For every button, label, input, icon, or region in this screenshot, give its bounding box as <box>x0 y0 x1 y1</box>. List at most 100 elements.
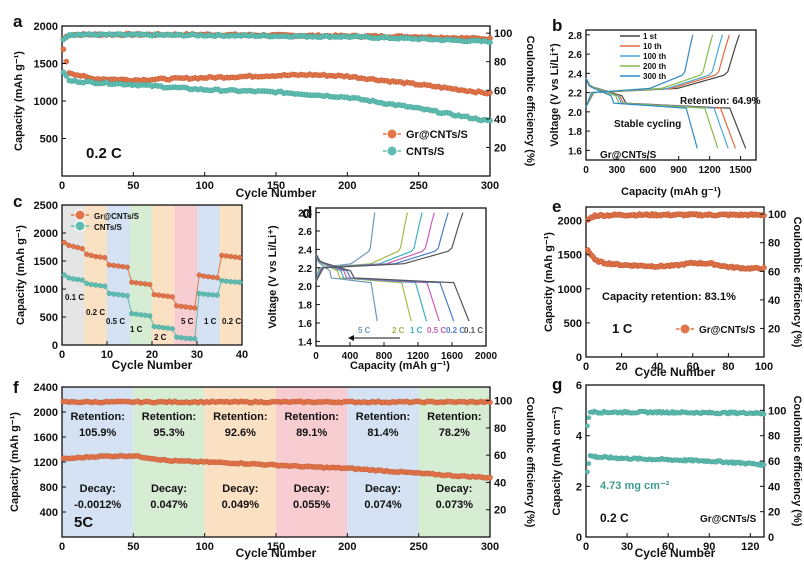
legend-entry: Gr@CNTs/S <box>94 212 140 221</box>
legend-entry: Gr@CNTs/S <box>406 129 468 141</box>
rate-point <box>111 262 117 269</box>
y2-tick-label: 100 <box>768 405 786 417</box>
retention-value: 92.6% <box>225 427 256 439</box>
rate-point <box>147 313 153 319</box>
y-tick-label: 1200 <box>34 457 58 469</box>
rate-point <box>115 263 121 269</box>
charge-curve <box>315 212 423 282</box>
rate-legend: 0.1 C <box>464 326 483 335</box>
rate-label: 0.2 C <box>222 317 241 326</box>
rate-point <box>210 292 216 298</box>
rate-point <box>178 335 184 341</box>
rate-point <box>84 280 90 287</box>
retention-value: 95.3% <box>153 427 184 439</box>
retention-label: Retention: <box>213 411 267 423</box>
decay-label: Decay: <box>365 483 401 495</box>
retention-value: 78.2% <box>439 427 470 439</box>
rate-band <box>174 205 197 345</box>
rate-point <box>102 283 108 289</box>
y2-tick-label: 20 <box>494 142 506 154</box>
rate-point <box>223 278 229 284</box>
rate-point <box>183 335 189 341</box>
y-tick-label: 1000 <box>34 284 58 296</box>
x-axis-label: Cycle Number <box>236 546 317 560</box>
rate-legend: 1 C <box>410 326 423 335</box>
rate-point <box>201 273 207 279</box>
rate-point <box>232 279 238 285</box>
rate-point <box>61 239 67 246</box>
capacity-point <box>586 461 592 466</box>
rate-point <box>61 272 67 278</box>
y2-tick-label: 80 <box>494 423 506 435</box>
legend-marker <box>386 145 398 157</box>
decay-label: Decay: <box>436 483 472 495</box>
rate-point <box>88 281 94 288</box>
rate-label: 1 C <box>204 317 217 326</box>
retention-label: Retention: <box>70 411 124 423</box>
rate-point <box>228 279 234 285</box>
rate-point <box>160 293 166 299</box>
panel-e-frame <box>585 206 765 358</box>
legend-marker <box>74 209 86 221</box>
x-tick-label: 60 <box>662 541 674 553</box>
decay-label: Decay: <box>80 483 116 495</box>
capacity-point-cnt <box>487 117 493 124</box>
rate-band <box>84 205 107 345</box>
rate-point <box>223 253 229 259</box>
y2-tick-label: 60 <box>768 456 780 468</box>
rate-legend: 0.2 C <box>446 326 465 335</box>
x-axis-label: Capacity (mAh g⁻¹) <box>621 186 721 198</box>
panel-label-f: f <box>13 378 19 397</box>
legend-entry: 1 st <box>643 32 657 41</box>
rate-point <box>178 303 184 309</box>
decay-value: 0.073% <box>436 499 474 511</box>
y2-axis-label: Coulombic efficiency (%) <box>791 396 803 527</box>
x-tick-label: 30 <box>621 541 633 553</box>
x-axis-label: Cycle Number <box>112 358 193 372</box>
x-tick-label: 0 <box>59 349 65 361</box>
y-tick-label: 0 <box>576 532 582 544</box>
rate-point <box>84 251 90 257</box>
legend-entry: 200 th <box>643 62 666 71</box>
y-tick-label: 500 <box>564 318 582 330</box>
x-tick-label: 0 <box>583 361 589 373</box>
rate-band <box>129 205 152 345</box>
rate-label: 2 C <box>154 333 167 342</box>
x-tick-label: 120 <box>741 541 759 553</box>
panel-b-frame <box>585 29 757 161</box>
x-tick-label: 250 <box>409 180 427 192</box>
rate-point <box>183 304 189 310</box>
rate-label: 0.5 C <box>106 317 125 326</box>
y-axis-label: Capacity (mAh g⁻¹) <box>15 225 27 325</box>
rate-point <box>156 324 162 330</box>
x-tick-label: 150 <box>267 180 285 192</box>
y-tick-label: 1500 <box>34 59 58 71</box>
rate-point <box>160 325 166 331</box>
x-tick-label: 20 <box>146 349 158 361</box>
y2-tick-label: 0 <box>768 532 774 544</box>
panel-label-a: a <box>13 12 23 31</box>
y2-tick-label: 40 <box>494 477 506 489</box>
y-tick-label: 2400 <box>34 382 58 394</box>
rate-legend: 5 C <box>358 326 371 335</box>
discharge-curve <box>315 253 470 322</box>
rate-point <box>106 262 112 268</box>
y-tick-label: 2.6 <box>298 227 312 238</box>
rate-point <box>151 323 157 330</box>
rate-point <box>205 274 211 280</box>
rate-legend: 2 C <box>392 326 405 335</box>
capacity-point <box>487 474 493 481</box>
x-tick-label: 50 <box>127 541 139 553</box>
rate-point <box>70 243 76 250</box>
rate-point <box>124 264 130 270</box>
x-tick-label: 90 <box>703 541 715 553</box>
arrow-head <box>348 335 354 341</box>
x-tick-label: 0 <box>583 541 589 553</box>
y-axis-label: Capacity (mAh g⁻¹) <box>13 51 25 151</box>
legend-entry: Gr@CNTs/S <box>699 325 756 336</box>
rate-point <box>192 336 198 342</box>
x-tick-label: 2000 <box>475 351 498 362</box>
y2-tick-label: 60 <box>768 266 780 278</box>
retention-label: Retention: <box>284 411 338 423</box>
rate-point <box>138 280 144 287</box>
